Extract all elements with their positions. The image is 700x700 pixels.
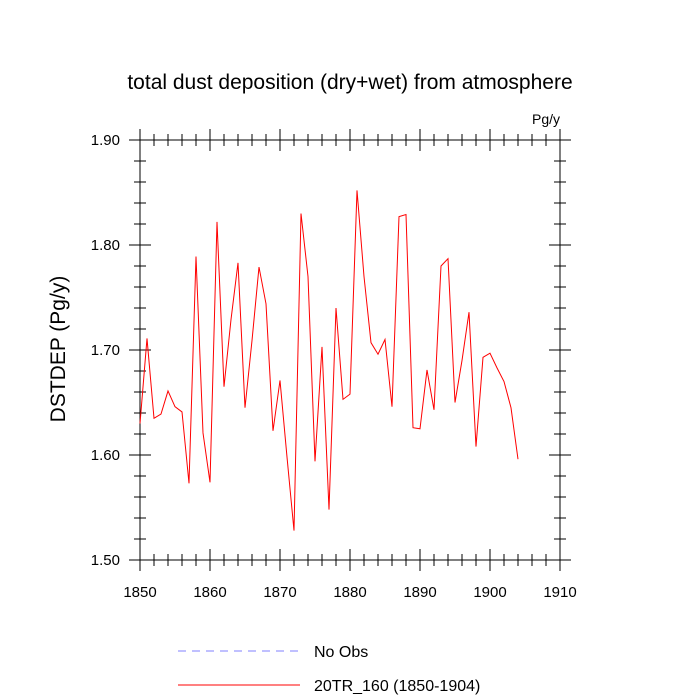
series-line xyxy=(139,190,519,531)
x-tick-label: 1880 xyxy=(333,584,366,601)
legend: No Obs 20TR_160 (1850-1904) xyxy=(178,644,480,695)
y-tick-label: 1.70 xyxy=(91,342,120,359)
legend-label: No Obs xyxy=(314,644,368,661)
x-tick-label: 1870 xyxy=(263,584,296,601)
x-tick-label: 1910 xyxy=(543,584,576,601)
x-tick-label: 1860 xyxy=(193,584,226,601)
x-tick-label: 1890 xyxy=(403,584,436,601)
plot-frame xyxy=(139,139,561,561)
y-tick-label: 1.60 xyxy=(91,447,120,464)
units-label: Pg/y xyxy=(532,111,560,127)
chart-title: total dust deposition (dry+wet) from atm… xyxy=(127,71,572,94)
y-axis-label: DSTDEP (Pg/y) xyxy=(47,276,70,423)
x-tick-label: 1900 xyxy=(473,584,506,601)
y-tick-label: 1.50 xyxy=(91,552,120,569)
y-tick-label: 1.80 xyxy=(91,237,120,254)
plot-area xyxy=(139,190,519,531)
y-tick-label: 1.90 xyxy=(91,132,120,149)
legend-label: 20TR_160 (1850-1904) xyxy=(314,678,480,695)
tick-labels: 1850 1860 1870 1880 1890 1900 1910 1.50 1.60 1.70… xyxy=(91,132,577,601)
axis-ticks xyxy=(129,129,571,571)
x-tick-label: 1850 xyxy=(123,584,156,601)
